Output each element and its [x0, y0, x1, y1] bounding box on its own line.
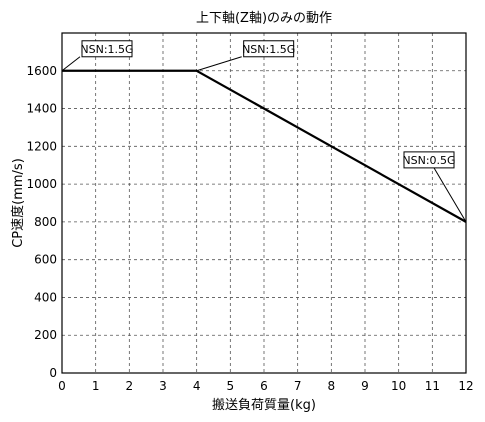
annotation-label: NSN:1.5G	[80, 43, 133, 56]
x-tick-label: 10	[391, 379, 406, 393]
annotation-callout: NSN:0.5G	[402, 151, 467, 223]
y-tick-label: 200	[34, 328, 57, 342]
annotation-box	[243, 40, 295, 58]
grid-lines	[62, 33, 466, 373]
y-tick-label: 1400	[26, 102, 57, 116]
y-tick-label: 0	[49, 366, 57, 380]
x-tick-label: 5	[227, 379, 235, 393]
annotation-label: NSN:1.5G	[242, 43, 295, 56]
annotation-label: NSN:0.5G	[402, 154, 455, 167]
x-tick-label: 0	[58, 379, 66, 393]
x-tick-label: 9	[361, 379, 369, 393]
y-tick-label: 1000	[26, 177, 57, 191]
y-tick-label: 400	[34, 290, 57, 304]
y-tick-label: 1600	[26, 64, 57, 78]
y-tick-label: 800	[34, 215, 57, 229]
x-tick-label: 11	[425, 379, 440, 393]
annotation-callout: NSN:1.5G	[61, 40, 134, 72]
x-tick-label: 6	[260, 379, 268, 393]
annotation-callout: NSN:1.5G	[196, 40, 295, 72]
x-axis-label: 搬送負荷質量(kg)	[212, 398, 316, 413]
x-tick-label: 8	[328, 379, 336, 393]
x-tick-label: 1	[92, 379, 100, 393]
x-tick-label: 2	[126, 379, 134, 393]
annotation-box	[403, 151, 455, 169]
annotation-box	[81, 40, 133, 58]
y-tick-labels: 0 200 400 600 800 1000 1200 1400 1600	[26, 64, 57, 380]
annotation-leader	[196, 56, 242, 72]
y-tick-label: 1200	[26, 139, 57, 153]
x-tick-label: 4	[193, 379, 201, 393]
annotation-leader	[61, 56, 81, 72]
plot-frame	[61, 32, 467, 374]
y-axis-label: CP速度(mm/s)	[10, 158, 26, 248]
chart-title: 上下軸(Z軸)のみの動作	[196, 11, 332, 26]
x-tick-labels: 0 1 2 3 4 5 6 7 8 9 10 11 12	[58, 379, 473, 393]
x-tick-label: 12	[458, 379, 473, 393]
x-tick-label: 3	[159, 379, 167, 393]
x-tick-label: 7	[294, 379, 302, 393]
annotations: NSN:1.5G NSN:1.5G NSN:0.5G	[61, 40, 467, 223]
y-tick-label: 600	[34, 253, 57, 267]
annotation-leader	[433, 167, 467, 223]
